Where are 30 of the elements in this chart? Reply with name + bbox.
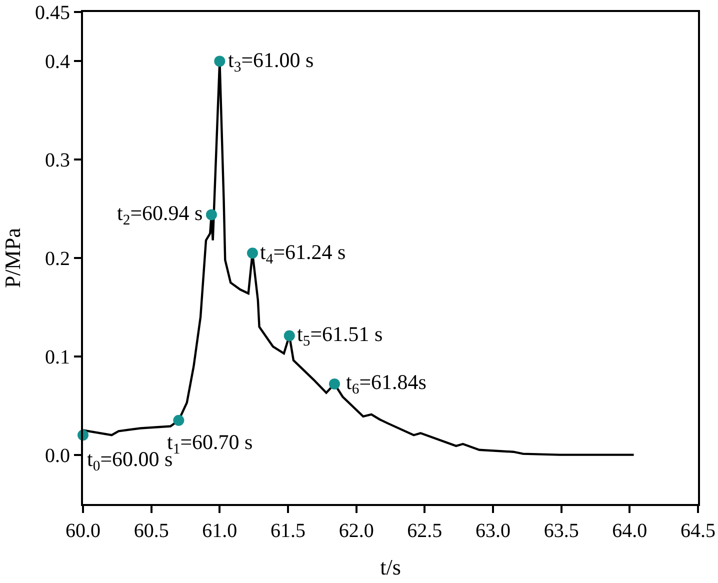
- point: [328, 378, 340, 390]
- x-tick-label: 60.5: [134, 520, 169, 542]
- point: [206, 209, 217, 220]
- x-tick-label: 64.0: [612, 520, 648, 542]
- x-axis-title: t/s: [380, 554, 401, 580]
- x-tick-label: 62.0: [338, 520, 374, 542]
- point: [214, 56, 226, 67]
- y-axis-title: P/MPa: [0, 228, 25, 288]
- annotation: t$_{3}$=61.00 s: [228, 48, 314, 76]
- y-tick-label: 0.4: [45, 51, 70, 74]
- y-tick-label: 0.1: [45, 346, 70, 368]
- y-tick-label: 0.2: [45, 248, 70, 270]
- annotation: t$_{2}$=60.94 s: [117, 201, 203, 228]
- point: [284, 330, 295, 342]
- x-tick-label: 61.5: [270, 520, 306, 542]
- annotation: t$_{5}$=61.51 s: [297, 322, 383, 350]
- x-tick-label: 62.5: [407, 520, 442, 542]
- x-tick-label: 63.5: [544, 520, 579, 542]
- x-tick-label: 60.0: [66, 520, 100, 542]
- point: [246, 248, 258, 259]
- y-tick-label: 0.45: [35, 2, 70, 24]
- y-tick-label: 0.3: [45, 150, 70, 172]
- x-tick-label: 61.0: [202, 520, 238, 542]
- y-tick-label: 0.0: [45, 444, 70, 467]
- x-tick-label: 63.0: [476, 520, 510, 542]
- annotation: t$_{1}$=60.70 s: [167, 430, 253, 458]
- annotation: t$_{6}$=61.84s: [346, 370, 426, 398]
- annotation: t$_{4}$=61.24 s: [260, 240, 346, 268]
- point: [173, 414, 184, 426]
- x-tick-label: 64.5: [680, 520, 716, 542]
